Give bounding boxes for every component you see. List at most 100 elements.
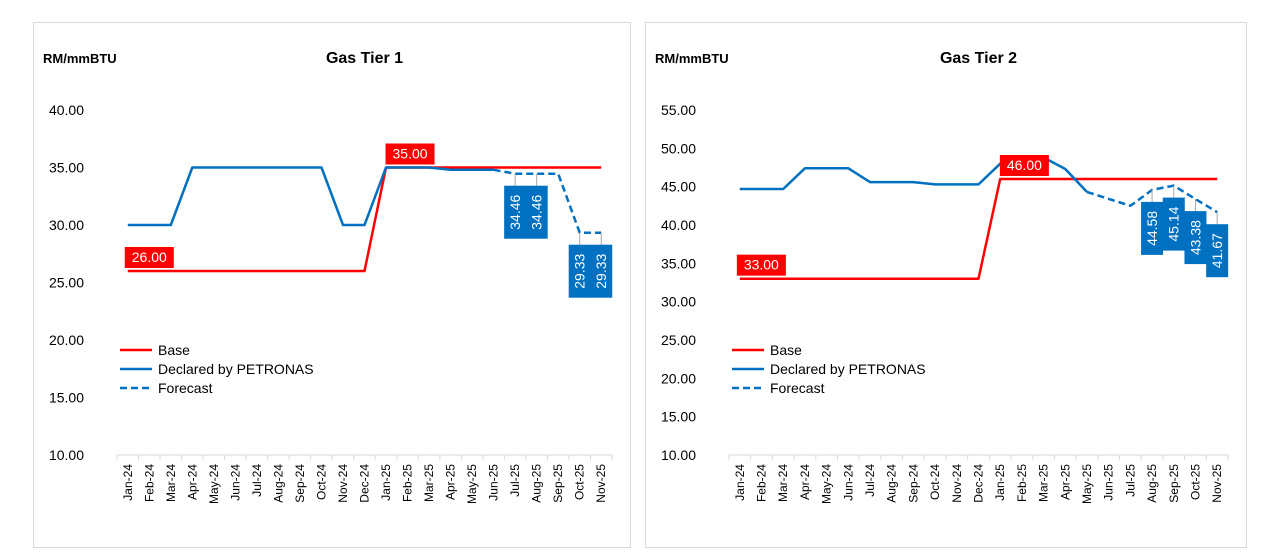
data-label-box <box>525 185 548 239</box>
data-label: 34.46 <box>504 173 527 239</box>
legend: Base Declared by PETRONAS Forecast <box>120 342 314 396</box>
x-tick-label: Jan-24 <box>733 464 747 501</box>
x-tick-label: Oct-25 <box>573 464 587 500</box>
x-tick-label: Jun-24 <box>841 464 855 501</box>
legend-label: Base <box>770 342 802 358</box>
y-tick-label: 20.00 <box>661 370 696 386</box>
y-tick-label: 55.00 <box>661 102 696 118</box>
x-tick-label: Feb-24 <box>142 464 156 502</box>
y-tick-label: 50.00 <box>661 140 696 156</box>
data-label-text: 33.00 <box>744 257 779 273</box>
x-tick-label: Jul-24 <box>863 464 877 497</box>
x-tick-label: Nov-25 <box>594 464 608 503</box>
y-tick-label: 10.00 <box>49 447 84 463</box>
x-tick-label: Nov-24 <box>950 464 964 503</box>
y-tick-label: 15.00 <box>661 409 696 425</box>
x-tick-label: Oct-24 <box>928 464 942 500</box>
data-label: 26.00 <box>124 247 174 268</box>
data-label-text: 46.00 <box>1007 157 1042 173</box>
x-tick-label: May-24 <box>820 464 834 504</box>
legend: Base Declared by PETRONAS Forecast <box>732 342 926 396</box>
chart-gas-tier-1: Gas Tier 1 RM/mmBTU 10.00 15.00 20.00 25.00 30… <box>43 50 613 504</box>
data-label: 35.00 <box>385 143 435 165</box>
legend-label: Declared by PETRONAS <box>770 361 926 377</box>
series-line-base <box>739 177 1218 280</box>
x-tick-label: Mar-24 <box>164 464 178 502</box>
x-tick-label: Jan-25 <box>379 464 393 501</box>
y-tick-label: 35.00 <box>49 160 84 176</box>
y-tick-label: 40.00 <box>661 217 696 233</box>
x-tick-label: Mar-25 <box>1037 464 1051 502</box>
chart-gas-tier-2: Gas Tier 2 RM/mmBTU 10.00 15.00 20.00 25.00 30… <box>655 50 1229 504</box>
data-label-text: 35.00 <box>393 146 428 162</box>
y-tick-label: 30.00 <box>49 217 84 233</box>
data-label-text: 45.14 <box>1166 206 1182 241</box>
data-label: 43.38 <box>1184 199 1207 265</box>
data-label-text: 34.46 <box>507 194 523 229</box>
x-tick-label: Jun-24 <box>228 464 242 501</box>
legend-label: Declared by PETRONAS <box>158 361 314 377</box>
x-tick-label: Sep-24 <box>906 464 920 503</box>
data-label-box <box>736 254 786 276</box>
x-tick-label: Apr-24 <box>798 464 812 500</box>
y-tick-label: 10.00 <box>661 447 696 463</box>
x-tick-label: Jul-25 <box>508 464 522 497</box>
x-tick-label: Jun-25 <box>487 464 501 501</box>
x-tick-label: Nov-25 <box>1210 464 1224 503</box>
x-tick-label: Oct-25 <box>1188 464 1202 500</box>
y-axis-unit-label: RM/mmBTU <box>655 51 729 66</box>
data-label-text: 41.67 <box>1209 233 1225 268</box>
data-label-text: 26.00 <box>132 249 167 265</box>
x-tick-label: Feb-25 <box>401 464 415 502</box>
data-label-box <box>1206 224 1229 278</box>
y-tick-label: 15.00 <box>49 390 84 406</box>
x-tick-label: Mar-25 <box>422 464 436 502</box>
chart-title: Gas Tier 2 <box>940 50 1017 67</box>
y-tick-label: 40.00 <box>49 102 84 118</box>
chart-title: Gas Tier 1 <box>326 50 403 67</box>
legend-label: Base <box>158 342 190 358</box>
data-label-box <box>568 244 591 298</box>
x-tick-label: Nov-24 <box>336 464 350 503</box>
y-tick-label: 35.00 <box>661 255 696 271</box>
x-tick-label: Apr-25 <box>444 464 458 500</box>
x-tick-label: Jul-24 <box>250 464 264 497</box>
x-tick-label: Jul-25 <box>1123 464 1137 497</box>
data-label-text: 44.58 <box>1144 211 1160 246</box>
x-tick-label: Dec-24 <box>972 464 986 503</box>
data-label-box <box>1141 201 1164 255</box>
x-tick-label: Feb-25 <box>1015 464 1029 502</box>
x-tick-label: Dec-24 <box>358 464 372 503</box>
y-axis-unit-label: RM/mmBTU <box>43 51 117 66</box>
x-tick-label: Aug-24 <box>885 464 899 503</box>
data-label: 29.33 <box>590 232 613 298</box>
y-tick-label: 45.00 <box>661 179 696 195</box>
chart-panel-gas-tier-1: Gas Tier 1 RM/mmBTU 10.00 15.00 20.00 25.00 30… <box>33 22 631 548</box>
y-tick-label: 25.00 <box>661 332 696 348</box>
data-label: 34.46 <box>525 173 548 239</box>
x-tick-label: May-25 <box>465 464 479 504</box>
data-label: 45.14 <box>1162 185 1185 251</box>
data-label-text: 43.38 <box>1187 220 1203 255</box>
legend-label: Forecast <box>770 380 825 396</box>
data-label-box <box>124 247 174 268</box>
y-tick-label: 25.00 <box>49 275 84 291</box>
series-line-declared-by-petronas <box>127 166 494 227</box>
x-tick-label: Apr-25 <box>1058 464 1072 500</box>
x-tick-label: Apr-24 <box>185 464 199 500</box>
y-tick-label: 30.00 <box>661 294 696 310</box>
y-tick-label: 20.00 <box>49 332 84 348</box>
x-tick-label: Oct-24 <box>314 464 328 500</box>
x-tick-label: May-24 <box>207 464 221 504</box>
data-label: 46.00 <box>999 155 1049 176</box>
data-label: 33.00 <box>736 254 786 276</box>
x-tick-label: Sep-25 <box>1167 464 1181 503</box>
data-label-text: 29.33 <box>572 253 588 288</box>
data-label-box <box>999 155 1049 176</box>
x-tick-label: Jun-25 <box>1102 464 1116 501</box>
x-tick-label: Feb-24 <box>755 464 769 502</box>
chart-panel-gas-tier-2: Gas Tier 2 RM/mmBTU 10.00 15.00 20.00 25.00 30… <box>645 22 1247 548</box>
data-label: 41.67 <box>1206 212 1229 278</box>
legend-label: Forecast <box>158 380 213 396</box>
x-tick-label: Mar-24 <box>776 464 790 502</box>
